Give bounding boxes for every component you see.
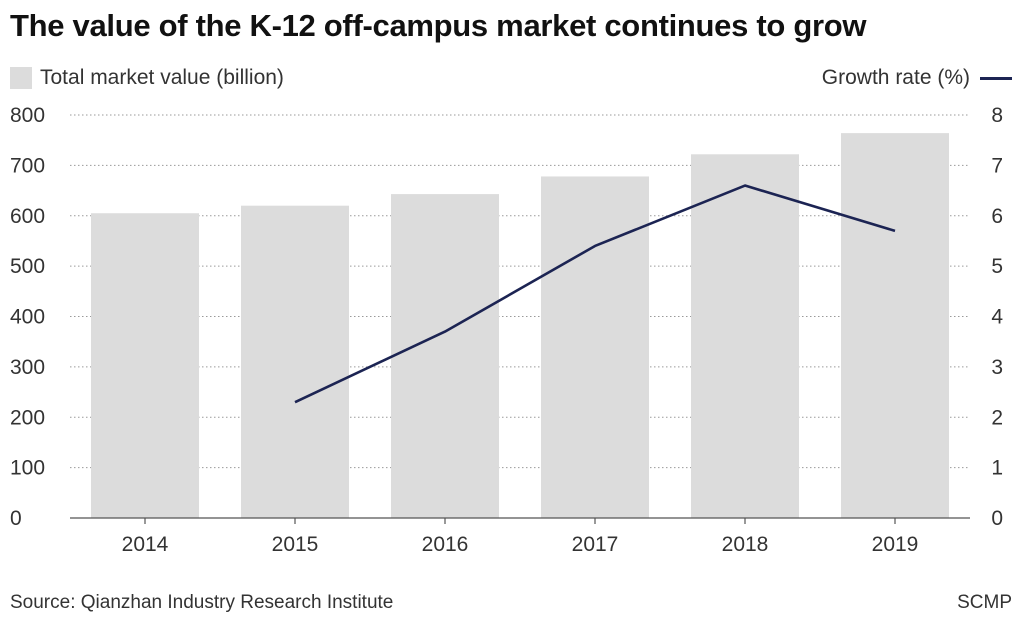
- y-left-tick-label: 200: [10, 406, 45, 429]
- bar-2015: [241, 205, 349, 519]
- y-right-tick-label: 2: [991, 406, 1003, 429]
- bar-2018: [691, 154, 799, 519]
- bar-2016: [391, 194, 499, 518]
- x-tick-label: 2014: [122, 533, 169, 556]
- y-right-tick-label: 8: [991, 104, 1003, 127]
- growth-rate-line: [294, 184, 896, 404]
- legend-line-swatch: [980, 76, 1012, 80]
- y-left-tick-label: 0: [10, 507, 22, 530]
- legend-line-label: Growth rate (%): [821, 66, 970, 89]
- y-left-tick-label: 500: [10, 255, 45, 278]
- x-tick-label: 2016: [422, 533, 469, 556]
- y-left-tick-label: 100: [10, 457, 45, 480]
- source-note: Source: Qianzhan Industry Research Insti…: [10, 592, 394, 613]
- brand-label: SCMP: [957, 592, 1012, 613]
- x-tick-label: 2015: [272, 533, 319, 556]
- legend-bars-swatch: [10, 67, 32, 89]
- bar-2014: [91, 213, 199, 518]
- y-right-tick-label: 3: [991, 356, 1003, 379]
- y-right-tick-label: 0: [991, 507, 1003, 530]
- bar-2017: [541, 176, 649, 518]
- y-right-tick-label: 7: [991, 154, 1003, 177]
- chart-title: The value of the K-12 off-campus market …: [10, 8, 867, 43]
- bar-layer: [91, 133, 949, 519]
- x-tick-label: 2018: [722, 533, 769, 556]
- grid-layer: [70, 114, 970, 469]
- y-left-tick-label: 800: [10, 104, 45, 127]
- bar-2019: [841, 133, 949, 518]
- y-right-tick-label: 1: [991, 457, 1003, 480]
- y-right-tick-label: 6: [991, 205, 1003, 228]
- y-left-tick-label: 600: [10, 205, 45, 228]
- y-left-tick-label: 300: [10, 356, 45, 379]
- y-left-tick-label: 400: [10, 306, 45, 329]
- axis-layer: 0 100 200 300 400 500 600 700 800 0 1 2 3 4 5 6 7 8 2014 20…: [10, 104, 1003, 556]
- y-left-tick-label: 700: [10, 154, 45, 177]
- x-tick-label: 2019: [872, 533, 919, 556]
- legend-line: Growth rate (%): [822, 64, 1012, 92]
- x-tick-label: 2017: [572, 533, 619, 556]
- y-right-tick-label: 4: [991, 306, 1003, 329]
- y-right-tick-label: 5: [991, 255, 1003, 278]
- legend-bars: Total market value (billion): [10, 64, 284, 92]
- line-layer: [294, 184, 896, 404]
- legend-bars-label: Total market value (billion): [40, 66, 284, 89]
